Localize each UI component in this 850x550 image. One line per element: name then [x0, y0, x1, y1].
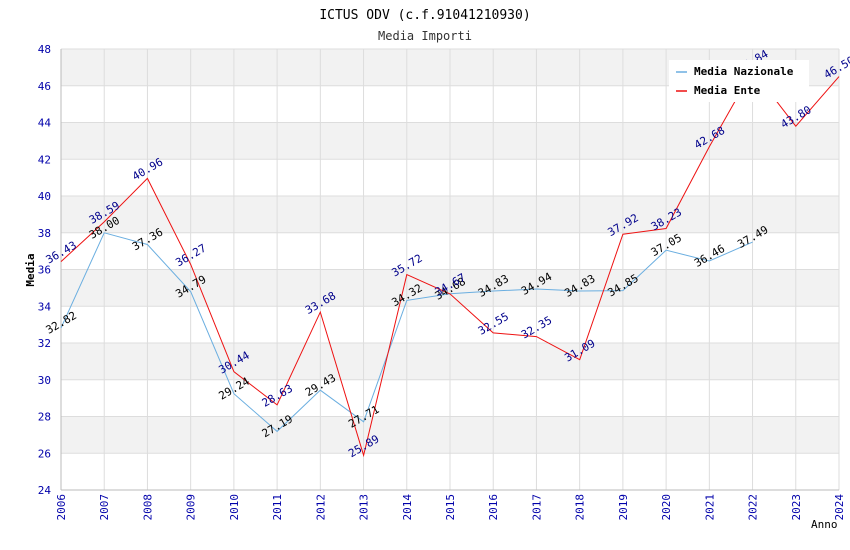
legend-label-media-nazionale: Media Nazionale [694, 65, 794, 78]
legend: Media Nazionale Media Ente [669, 60, 809, 102]
series-line-media-ente [60, 69, 840, 458]
y-tick-label: 32 [38, 337, 51, 350]
y-tick-label: 28 [38, 411, 51, 424]
y-tick-label: 46 [38, 80, 51, 93]
x-tick-label: 2019 [617, 494, 630, 521]
y-tick-label: 44 [38, 117, 52, 130]
legend-label-media-ente: Media Ente [694, 84, 761, 97]
x-axis-label: Anno [811, 518, 838, 531]
x-tick-label: 2011 [271, 494, 284, 521]
x-tick-label: 2008 [141, 494, 154, 521]
y-tick-label: 24 [38, 484, 52, 497]
y-tick-label: 40 [38, 190, 51, 203]
x-tick-label: 2021 [703, 494, 716, 521]
x-tick-label: 2012 [314, 494, 327, 521]
x-tick-label: 2024 [833, 494, 846, 521]
x-tick-label: 2015 [444, 494, 457, 521]
x-tick-label: 2016 [487, 494, 500, 521]
chart-subtitle: Media Importi [378, 29, 472, 43]
x-tick-label: 2020 [660, 494, 673, 521]
series-lines [60, 69, 840, 458]
x-tick-label: 2023 [790, 494, 803, 521]
y-tick-label: 42 [38, 153, 51, 166]
y-axis-label: Media [24, 253, 37, 286]
y-tick-label: 38 [38, 227, 51, 240]
legend-box [669, 60, 809, 102]
grid-lines [60, 48, 840, 491]
x-tick-label: 2009 [185, 494, 198, 521]
x-axis: 2006 2007 2008 2009 2010 2011 2012 2013 2014 2015… [55, 494, 846, 521]
x-tick-label: 2007 [98, 494, 111, 521]
y-tick-label: 48 [38, 43, 51, 56]
y-tick-label: 34 [38, 300, 52, 313]
x-tick-label: 2014 [401, 494, 414, 521]
y-tick-label: 30 [38, 374, 51, 387]
x-tick-label: 2018 [574, 494, 587, 521]
x-tick-label: 2010 [228, 494, 241, 521]
chart-title: ICTUS ODV (c.f.91041210930) [319, 8, 530, 23]
y-tick-label: 26 [38, 447, 51, 460]
series-line-media-nazionale [60, 232, 753, 433]
y-tick-label: 36 [38, 264, 51, 277]
x-tick-label: 2013 [358, 494, 371, 521]
x-tick-label: 2022 [747, 494, 760, 521]
x-tick-label: 2006 [55, 494, 68, 521]
y-axis: 24 26 28 30 32 34 36 38 40 42 44 46 48 [38, 43, 52, 497]
x-tick-label: 2017 [530, 494, 543, 521]
